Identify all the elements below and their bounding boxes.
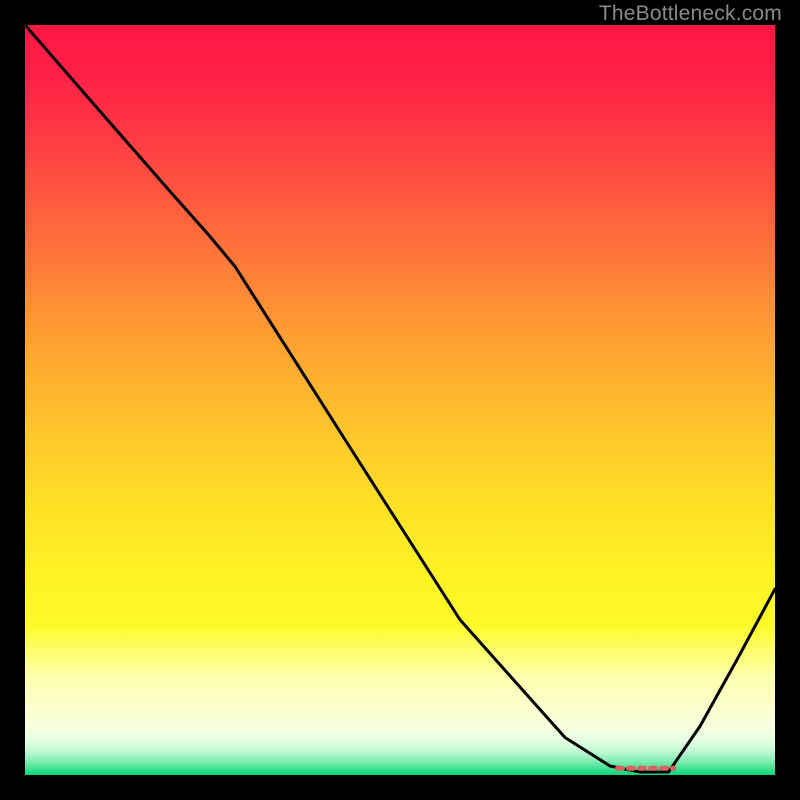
chart-background-gradient (25, 25, 775, 775)
watermark-text: TheBottleneck.com (599, 2, 782, 26)
chart-plot-area (25, 25, 775, 775)
chart-svg (25, 25, 775, 775)
